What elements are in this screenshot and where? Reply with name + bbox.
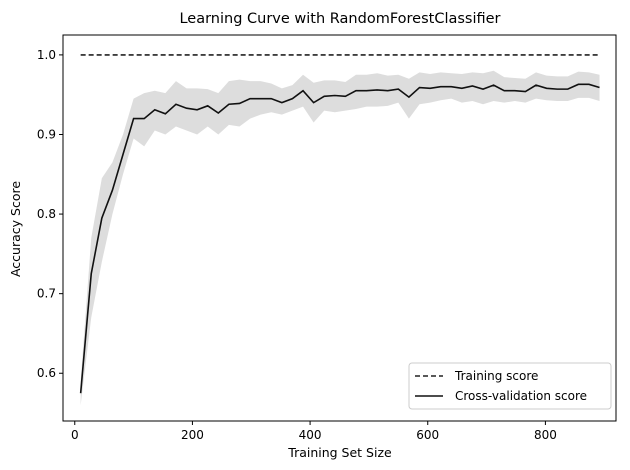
x-tick-label: 800 bbox=[534, 428, 557, 442]
chart-title: Learning Curve with RandomForestClassifi… bbox=[179, 11, 500, 27]
y-tick-label: 0.7 bbox=[37, 287, 56, 301]
legend: Training score Cross-validation score bbox=[408, 362, 612, 410]
x-tick-label: 600 bbox=[416, 428, 439, 442]
y-tick-label: 1.0 bbox=[37, 48, 56, 62]
cross-validation-band bbox=[80, 70, 600, 406]
axes-frame bbox=[62, 34, 617, 422]
y-tick-label: 0.6 bbox=[37, 366, 56, 380]
x-tick-label: 0 bbox=[71, 428, 79, 442]
y-axis-label: Accuracy Score bbox=[8, 181, 23, 277]
cross-validation-line bbox=[79, 83, 600, 394]
legend-label-cross-validation: Cross-validation score bbox=[455, 389, 587, 403]
x-tick-label: 200 bbox=[181, 428, 204, 442]
x-axis-label: Training Set Size bbox=[287, 445, 392, 460]
axis-ticks: 0 200 400 600 800 0.6 0.7 0.8 0.9 1.0 bbox=[37, 48, 557, 442]
plot-area bbox=[79, 54, 600, 406]
y-tick-label: 0.9 bbox=[37, 127, 56, 141]
legend-box bbox=[408, 362, 612, 410]
x-tick-label: 400 bbox=[299, 428, 322, 442]
legend-label-training: Training score bbox=[454, 369, 538, 383]
y-tick-label: 0.8 bbox=[37, 207, 56, 221]
